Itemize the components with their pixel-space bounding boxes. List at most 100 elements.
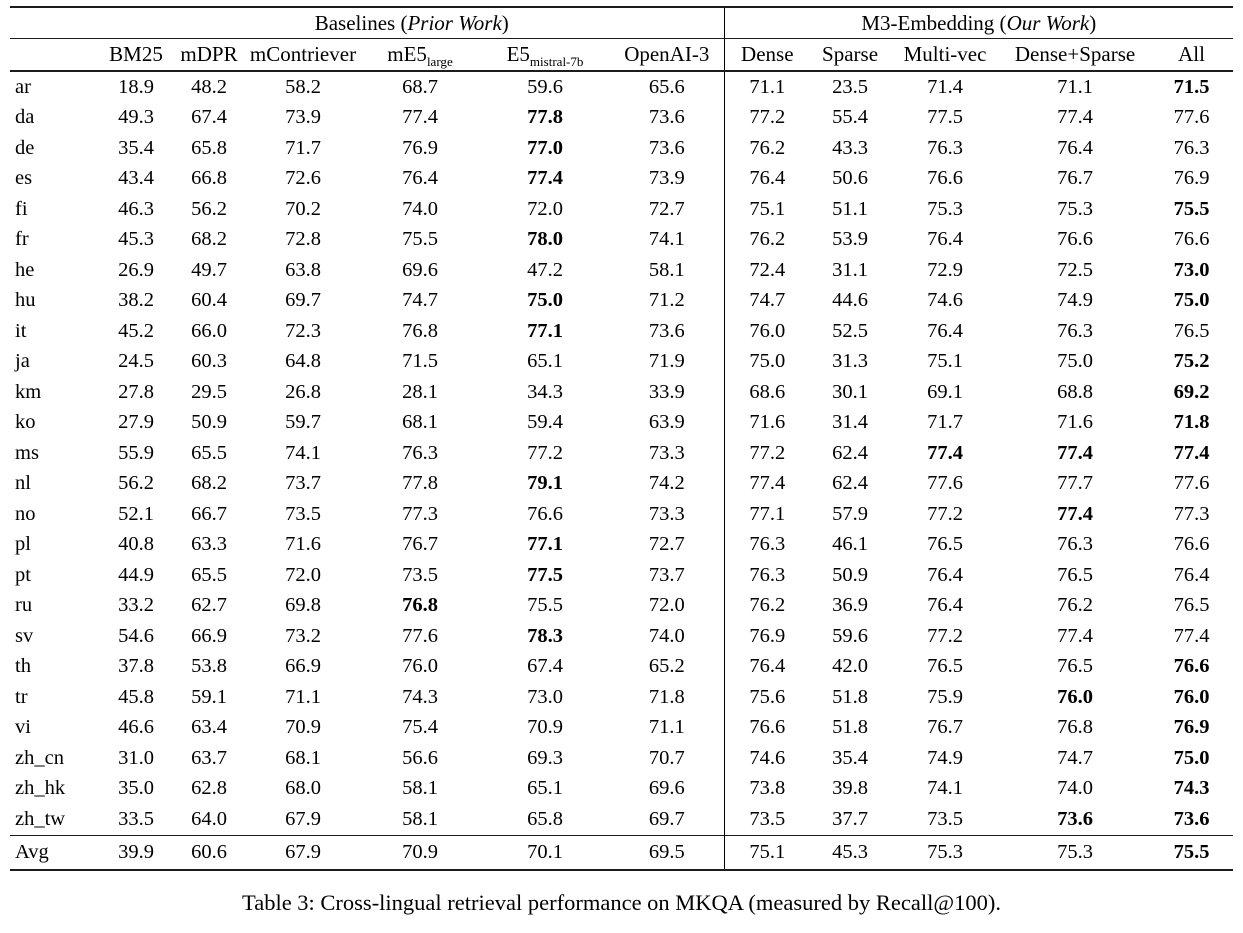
language-label: tr: [15, 685, 28, 708]
score-cell: 75.6: [723, 682, 811, 713]
language-label: no: [15, 502, 36, 525]
score-cell: 74.1: [927, 777, 963, 800]
table-row: ms 55.9 65.5 74.1 76.3 77.2 73.3 77.2 62.4 77.4 77…: [10, 438, 1233, 469]
score-cell: 67.4: [527, 655, 563, 678]
score-cell: 72.9: [927, 258, 963, 281]
score-cell: 72.3: [285, 319, 321, 342]
language-label: da: [15, 106, 35, 129]
score-cell: 27.9: [118, 411, 154, 434]
score-cell: 62.8: [191, 777, 227, 800]
score-cell: 76.3: [402, 441, 438, 464]
score-cell: 78.0: [527, 228, 563, 251]
column-header-me5: mE5large: [360, 38, 480, 72]
score-cell: 56.2: [191, 197, 227, 220]
score-cell: 77.4: [402, 106, 438, 129]
score-cell: 74.9: [927, 746, 963, 769]
score-cell: 73.7: [285, 472, 321, 495]
score-cell: 74.3: [402, 685, 438, 708]
score-cell: 76.0: [402, 655, 438, 678]
score-cell: 76.6: [1173, 655, 1210, 678]
score-cell: 70.9: [527, 716, 563, 739]
language-label: ko: [15, 411, 36, 434]
score-cell: 59.6: [527, 75, 563, 98]
score-cell: 76.2: [723, 224, 811, 255]
score-cell: 67.9: [285, 807, 321, 830]
score-cell: 65.5: [191, 441, 227, 464]
score-cell: 77.2: [527, 441, 563, 464]
score-cell: 71.6: [285, 533, 321, 556]
score-cell: 67.9: [246, 834, 360, 871]
score-cell: 76.3: [723, 529, 811, 560]
table-row: fr 45.3 68.2 72.8 75.5 78.0 74.1 76.2 53.9 76.4 76…: [10, 224, 1233, 255]
score-cell: 63.4: [191, 716, 227, 739]
score-cell: 64.0: [191, 807, 227, 830]
score-cell: 31.0: [118, 746, 154, 769]
score-cell: 74.0: [1057, 777, 1093, 800]
score-cell: 77.5: [527, 563, 563, 586]
score-cell: 69.6: [402, 258, 438, 281]
score-cell: 45.2: [118, 319, 154, 342]
score-cell: 43.3: [832, 136, 868, 159]
score-cell: 76.5: [1173, 594, 1210, 617]
score-cell: 77.1: [723, 499, 811, 530]
score-cell: 70.7: [648, 746, 685, 769]
score-cell: 62.4: [832, 441, 868, 464]
score-cell: 31.4: [832, 411, 868, 434]
score-cell: 71.9: [648, 350, 685, 373]
score-cell: 42.0: [832, 655, 868, 678]
score-cell: 72.8: [285, 228, 321, 251]
score-cell: 77.4: [1057, 624, 1093, 647]
score-cell: 71.4: [927, 75, 963, 98]
score-cell: 73.5: [285, 502, 321, 525]
results-table: Baselines (Prior Work) M3-Embedding (Our …: [10, 6, 1234, 871]
score-cell: 62.4: [832, 472, 868, 495]
score-cell: 55.9: [118, 441, 154, 464]
score-cell: 24.5: [118, 350, 154, 373]
score-cell: 76.9: [1173, 716, 1210, 739]
group-header-baselines: Baselines (Prior Work): [100, 6, 725, 39]
score-cell: 69.1: [927, 380, 963, 403]
column-header-spacer: [10, 38, 100, 72]
score-cell: 53.8: [191, 655, 227, 678]
column-header-openai-3: OpenAI-3: [610, 38, 725, 72]
score-cell: 78.3: [527, 624, 563, 647]
avg-label: Avg: [10, 834, 100, 871]
score-cell: 75.4: [402, 716, 438, 739]
score-cell: 74.9: [1057, 289, 1093, 312]
column-header-all: All: [1150, 38, 1234, 72]
score-cell: 76.0: [1057, 685, 1093, 708]
score-cell: 34.3: [527, 380, 563, 403]
score-cell: 76.4: [927, 594, 963, 617]
score-cell: 73.2: [285, 624, 321, 647]
score-cell: 44.6: [832, 289, 868, 312]
column-header-multi-vec: Multi-vec: [890, 38, 1001, 72]
score-cell: 70.9: [285, 716, 321, 739]
score-cell: 79.1: [527, 472, 563, 495]
score-cell: 35.4: [118, 136, 154, 159]
score-cell: 65.5: [191, 563, 227, 586]
score-cell: 54.6: [118, 624, 154, 647]
score-cell: 76.5: [1173, 319, 1210, 342]
score-cell: 71.2: [648, 289, 685, 312]
score-cell: 75.5: [1150, 834, 1234, 871]
score-cell: 74.7: [1057, 746, 1093, 769]
score-cell: 37.7: [832, 807, 868, 830]
score-cell: 60.6: [172, 834, 246, 871]
score-cell: 69.5: [610, 834, 725, 871]
score-cell: 72.0: [648, 594, 685, 617]
score-cell: 66.7: [191, 502, 227, 525]
score-cell: 77.4: [1057, 502, 1093, 525]
language-label: es: [15, 167, 33, 190]
score-cell: 18.9: [118, 75, 154, 98]
score-cell: 47.2: [527, 258, 563, 281]
score-cell: 51.8: [832, 716, 868, 739]
score-cell: 74.1: [648, 228, 685, 251]
score-cell: 73.9: [285, 106, 321, 129]
score-cell: 76.6: [723, 712, 811, 743]
score-cell: 76.4: [1057, 136, 1093, 159]
score-cell: 71.1: [723, 71, 811, 103]
language-label: it: [15, 319, 27, 342]
score-cell: 51.1: [832, 197, 868, 220]
language-label: sv: [15, 624, 34, 647]
score-cell: 74.0: [648, 624, 685, 647]
